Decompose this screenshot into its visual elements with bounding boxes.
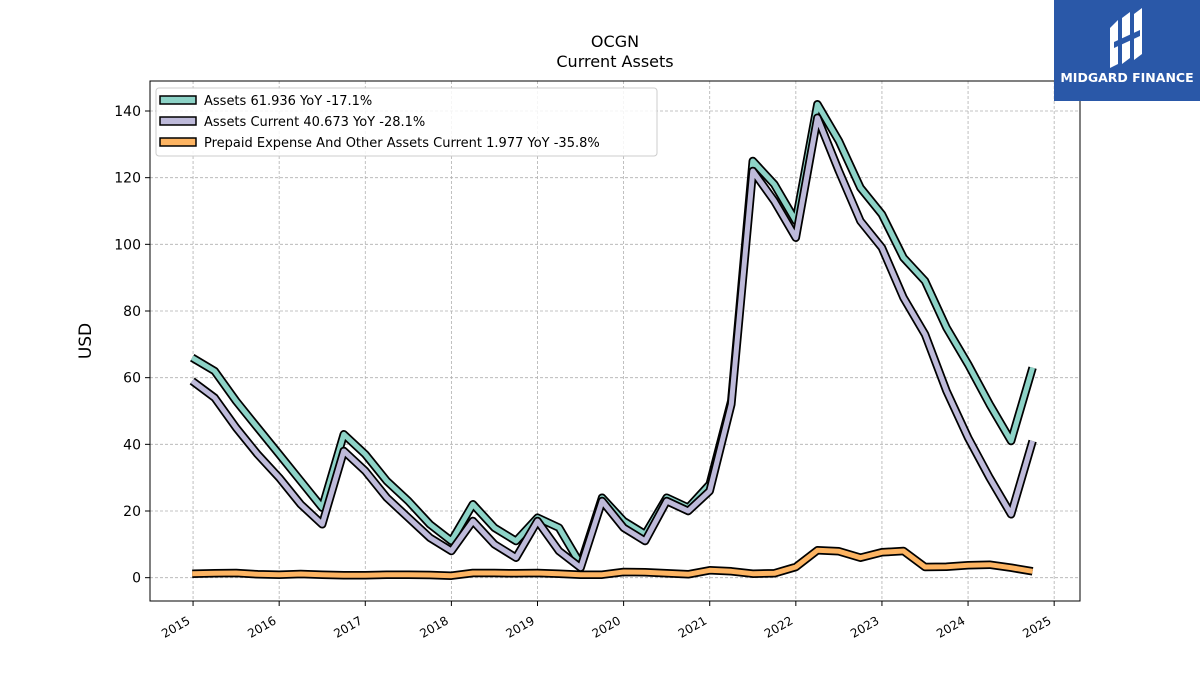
grid	[150, 81, 1080, 601]
y-tick-label: 20	[123, 504, 141, 520]
legend-swatch-1	[159, 116, 197, 126]
x-tick-label: 2017	[331, 613, 364, 640]
y-tick-label: 120	[114, 171, 141, 187]
y-tick-label: 60	[123, 371, 141, 387]
legend: Assets 61.936 YoY -17.1% Assets Current 4…	[155, 87, 658, 157]
legend-box	[155, 87, 658, 157]
x-tick-label: 2018	[417, 613, 450, 640]
legend-swatch-0	[159, 95, 197, 105]
chart-subtitle: Current Assets	[556, 52, 674, 71]
x-tick-label: 2015	[159, 613, 192, 640]
legend-swatch-2	[159, 137, 197, 147]
legend-entry-2: Prepaid Expense And Other Assets Current…	[204, 136, 600, 151]
y-axis-label: USD	[76, 323, 96, 359]
midgard-finance-logo: MIDGARD FINANCE	[1054, 0, 1200, 101]
series-lines	[189, 100, 1037, 580]
x-tick-label: 2020	[590, 613, 623, 640]
logo-text: MIDGARD FINANCE	[1060, 70, 1194, 85]
legend-entry-0: Assets 61.936 YoY -17.1%	[204, 94, 372, 109]
y-axis: 0 20 40 60 80 100 120 140	[114, 104, 150, 587]
x-tick-label: 2023	[848, 613, 881, 640]
y-tick-label: 80	[123, 304, 141, 320]
series-outline-0	[190, 100, 1037, 569]
x-tick-label: 2022	[762, 613, 795, 640]
x-axis: 2015 2016 2017 2018 2019 2020 2021 2022 2023 2024…	[159, 601, 1055, 641]
y-tick-label: 100	[114, 237, 141, 253]
x-tick-label: 2019	[504, 613, 537, 640]
x-tick-label: 2016	[245, 613, 278, 640]
legend-entry-1: Assets Current 40.673 YoY -28.1%	[204, 115, 425, 130]
x-tick-label: 2024	[934, 613, 967, 640]
series-line-2	[192, 547, 1034, 579]
x-tick-label: 2025	[1020, 613, 1053, 640]
x-tick-label: 2021	[676, 613, 709, 640]
logo-mark-icon	[1110, 8, 1142, 68]
series-line-1	[190, 115, 1035, 571]
y-tick-label: 0	[132, 571, 141, 587]
y-tick-label: 140	[114, 104, 141, 120]
y-tick-label: 40	[123, 437, 141, 453]
series-line-0	[190, 101, 1035, 567]
plot-frame	[149, 80, 1081, 602]
chart-title: OCGN	[590, 32, 640, 51]
